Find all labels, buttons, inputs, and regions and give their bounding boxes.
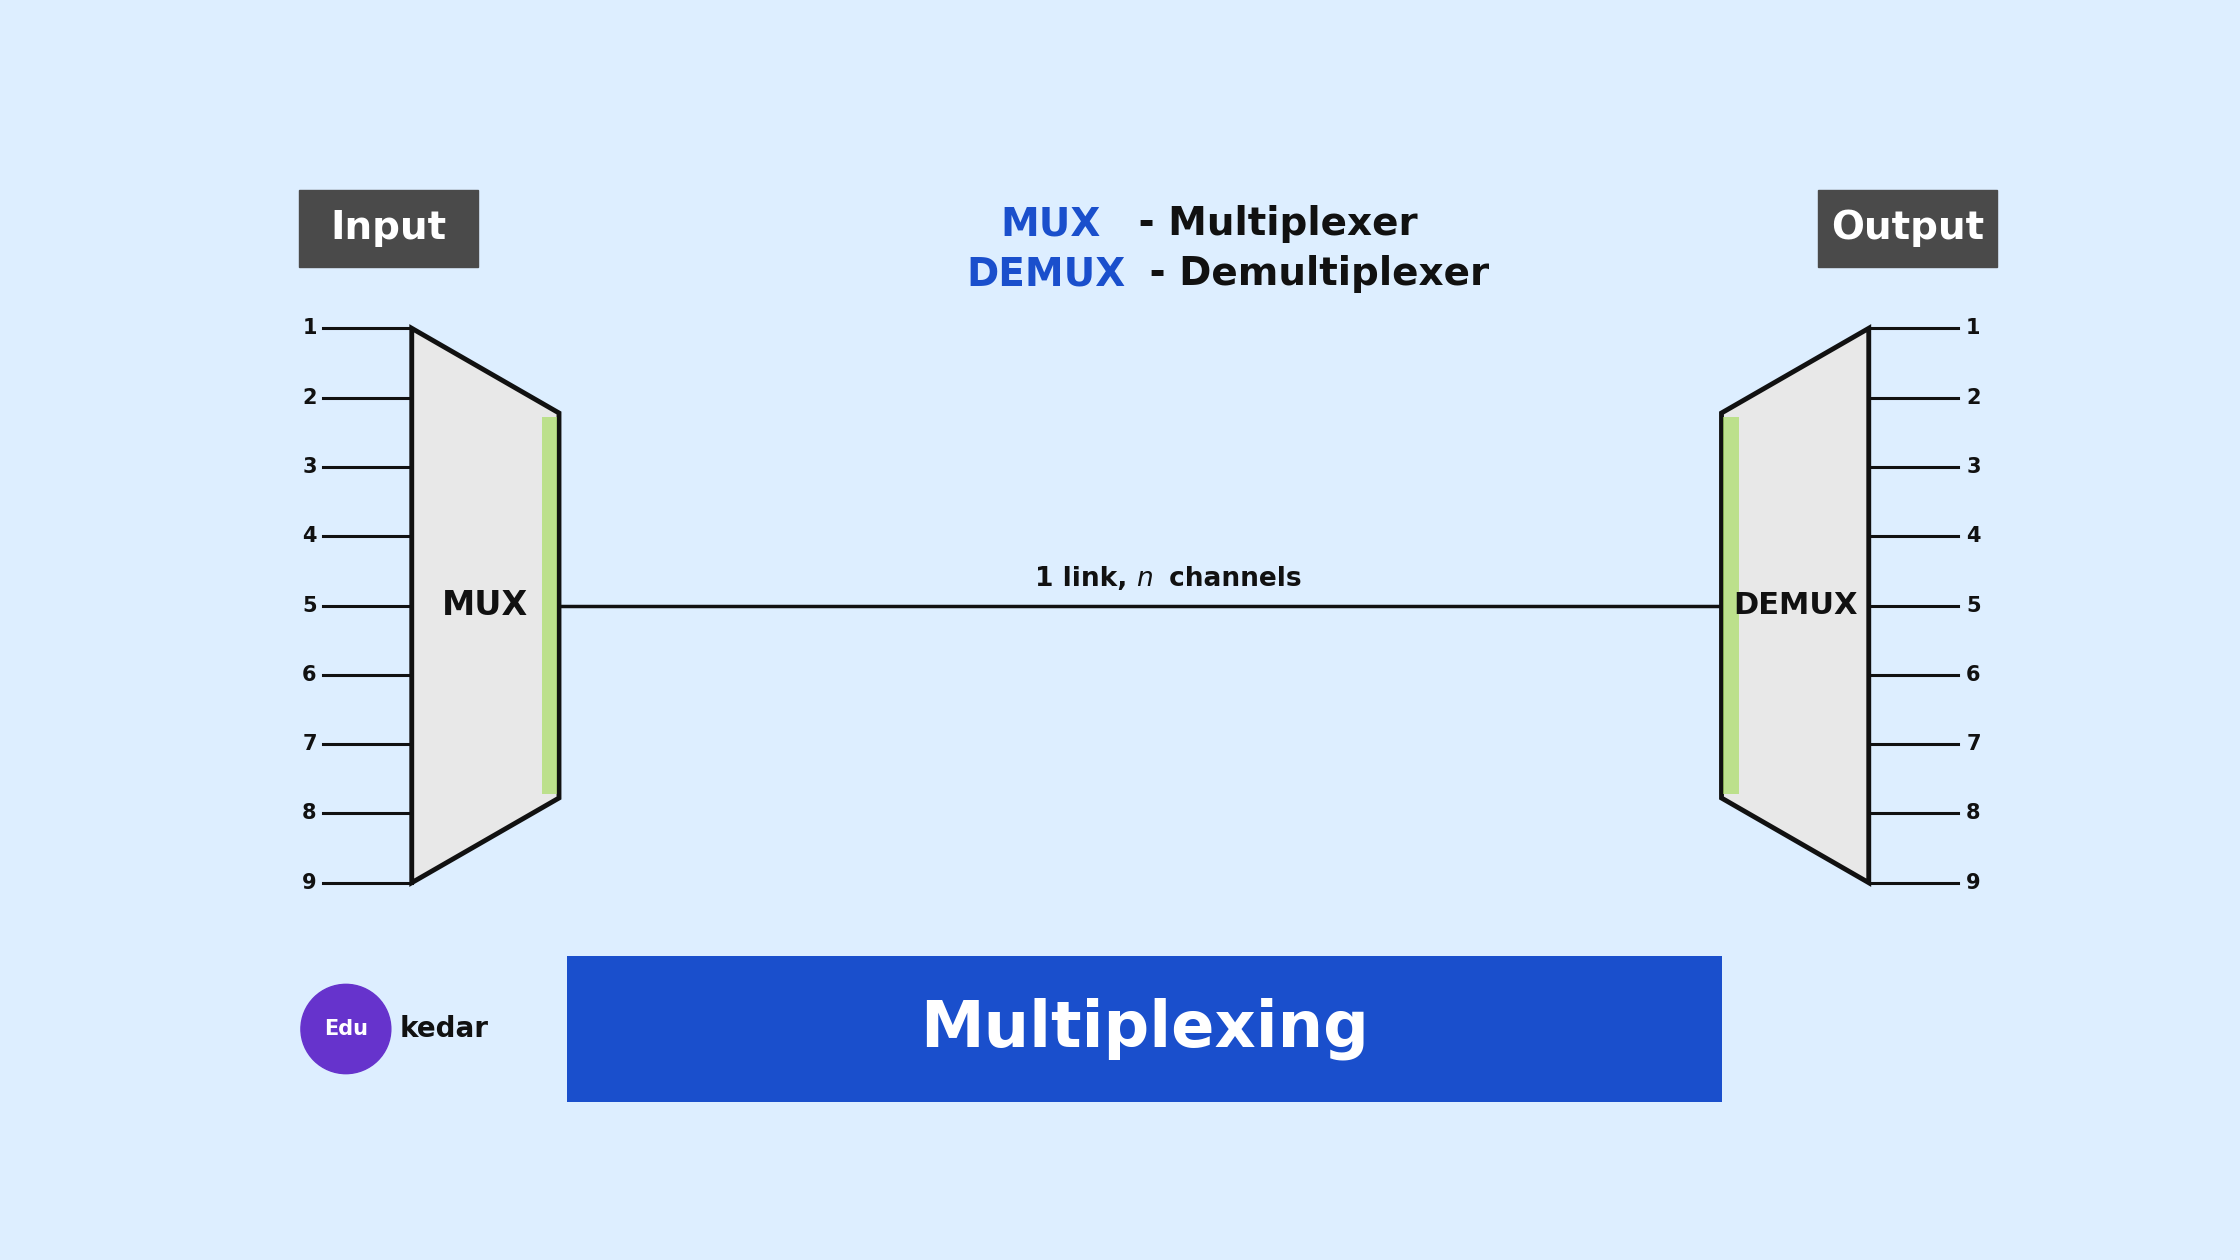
Text: - Demultiplexer: - Demultiplexer (1136, 256, 1490, 294)
Text: 2: 2 (1967, 388, 1980, 407)
FancyBboxPatch shape (300, 190, 477, 267)
Text: 4: 4 (302, 527, 316, 546)
Text: 7: 7 (302, 735, 316, 753)
Text: - Multiplexer: - Multiplexer (1124, 205, 1418, 243)
Text: 7: 7 (1967, 735, 1980, 753)
Text: Input: Input (332, 209, 446, 247)
Text: 4: 4 (1967, 527, 1980, 546)
Text: 2: 2 (302, 388, 316, 407)
Text: Edu: Edu (325, 1019, 367, 1040)
Text: 1: 1 (302, 319, 316, 338)
Text: Multiplexing: Multiplexing (921, 998, 1369, 1060)
Text: 6: 6 (302, 665, 316, 684)
Polygon shape (1723, 417, 1738, 794)
Circle shape (300, 984, 390, 1074)
Text: 3: 3 (302, 457, 316, 476)
Text: 5: 5 (1967, 596, 1980, 615)
Text: Output: Output (1830, 209, 1985, 247)
Text: channels: channels (1160, 566, 1301, 591)
Polygon shape (412, 329, 560, 883)
Text: 6: 6 (1967, 665, 1980, 684)
Polygon shape (1723, 329, 1868, 883)
Text: 9: 9 (302, 873, 316, 892)
Text: kedar: kedar (401, 1016, 488, 1043)
Text: n: n (1136, 566, 1154, 591)
Text: 1 link,: 1 link, (1035, 566, 1136, 591)
Text: 9: 9 (1967, 873, 1980, 892)
Text: 5: 5 (302, 596, 316, 615)
Text: MUX: MUX (441, 588, 529, 622)
Text: MUX: MUX (1001, 205, 1102, 243)
Text: DEMUX: DEMUX (965, 256, 1124, 294)
Text: 8: 8 (1967, 804, 1980, 823)
Text: 1: 1 (1967, 319, 1980, 338)
Text: 3: 3 (1967, 457, 1980, 476)
Polygon shape (542, 417, 558, 794)
FancyBboxPatch shape (1819, 190, 1996, 267)
Text: 8: 8 (302, 804, 316, 823)
Text: DEMUX: DEMUX (1734, 591, 1857, 620)
FancyBboxPatch shape (567, 956, 1723, 1102)
